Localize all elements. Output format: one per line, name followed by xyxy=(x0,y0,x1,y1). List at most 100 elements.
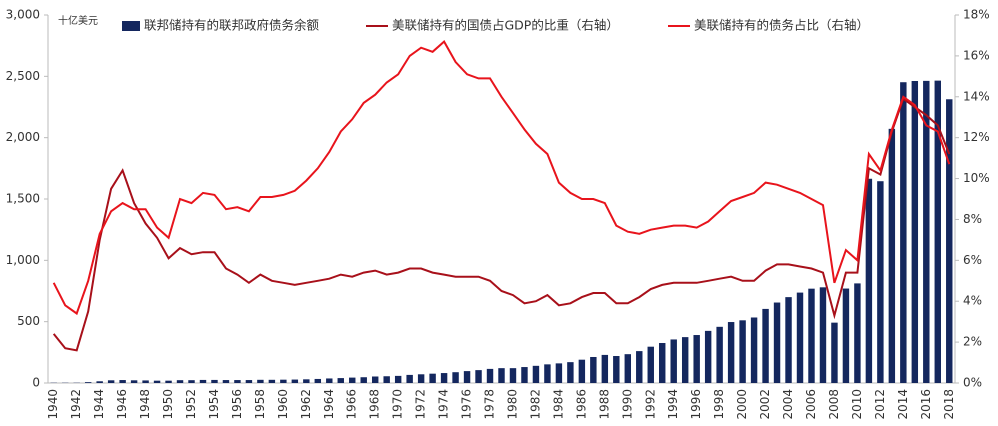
bar xyxy=(107,380,115,383)
bar xyxy=(567,362,574,383)
x-tick-label: 1978 xyxy=(483,389,497,420)
bar xyxy=(613,356,620,383)
y2-tick-label: 16% xyxy=(963,48,990,62)
y2-tick-label: 18% xyxy=(963,8,990,22)
y2-tick-label: 2% xyxy=(963,335,982,349)
bar xyxy=(773,302,781,383)
bar xyxy=(934,80,941,384)
bar xyxy=(498,368,505,383)
bar xyxy=(326,378,333,383)
bar xyxy=(211,379,218,383)
bar xyxy=(486,368,494,383)
y2-tick-label: 0% xyxy=(963,376,982,390)
x-tick-label: 2008 xyxy=(827,389,841,420)
bar xyxy=(199,379,207,383)
bar xyxy=(268,379,276,383)
bar xyxy=(796,292,804,383)
bar xyxy=(727,322,735,383)
x-tick-label: 1946 xyxy=(115,389,129,420)
bar xyxy=(383,376,390,383)
bar xyxy=(417,374,425,383)
bar xyxy=(429,373,436,383)
y-tick-label: 1,000 xyxy=(6,253,40,267)
y-tick-label: 0 xyxy=(32,376,40,390)
x-tick-label: 1986 xyxy=(574,389,588,420)
y2-tick-label: 14% xyxy=(963,89,990,103)
bar xyxy=(349,377,356,383)
y-unit-label: 十亿美元 xyxy=(58,14,98,27)
x-tick-label: 1974 xyxy=(437,389,451,420)
bar xyxy=(601,354,609,383)
bar xyxy=(337,378,344,383)
bar xyxy=(900,82,907,383)
x-tick-label: 1944 xyxy=(92,389,106,420)
y-tick-label: 3,000 xyxy=(6,8,40,22)
x-tick-label: 1960 xyxy=(276,389,290,420)
bar xyxy=(222,380,230,383)
bar xyxy=(176,380,184,383)
bar xyxy=(234,380,241,383)
bar xyxy=(877,181,884,383)
bar xyxy=(475,370,482,383)
x-tick-label: 2010 xyxy=(850,389,864,420)
bar xyxy=(245,380,253,383)
x-tick-label: 1954 xyxy=(207,389,221,420)
x-tick-label: 1980 xyxy=(505,389,519,420)
bar xyxy=(555,363,563,383)
y-tick-label: 2,000 xyxy=(6,130,40,144)
legend-label: 美联储持有的债务占比（右轴） xyxy=(694,18,869,33)
bar xyxy=(165,380,172,383)
bar xyxy=(911,80,919,384)
x-tick-label: 1998 xyxy=(712,389,726,420)
bar xyxy=(647,346,654,383)
bar xyxy=(532,365,540,383)
line xyxy=(52,40,951,316)
x-tick-label: 1958 xyxy=(253,389,267,420)
bar xyxy=(303,379,310,383)
bar xyxy=(865,178,873,383)
x-tick-label: 1992 xyxy=(643,389,657,420)
x-tick-label: 1948 xyxy=(138,389,152,420)
bar xyxy=(521,367,528,383)
y2-tick-label: 10% xyxy=(963,171,990,185)
y2-tick-label: 4% xyxy=(963,294,982,308)
y2-tick-label: 12% xyxy=(963,130,990,144)
x-tick-label: 1966 xyxy=(345,389,359,420)
bar xyxy=(440,373,448,383)
x-tick-label: 1956 xyxy=(230,389,244,420)
bar xyxy=(130,380,138,383)
bar xyxy=(314,378,322,383)
y-tick-label: 1,500 xyxy=(6,192,40,206)
y2-tick-label: 6% xyxy=(963,253,982,267)
legend-label: 联邦储持有的联邦政府债务余额 xyxy=(144,18,320,33)
x-tick-label: 2018 xyxy=(942,389,956,420)
bar xyxy=(681,337,689,383)
bar xyxy=(923,80,930,383)
bar xyxy=(291,379,299,383)
bar xyxy=(750,317,758,383)
x-tick-label: 1962 xyxy=(299,389,313,420)
bar xyxy=(636,351,643,383)
x-tick-label: 1994 xyxy=(666,389,680,420)
legend-swatch xyxy=(122,21,140,31)
bar xyxy=(119,380,126,383)
y-tick-label: 2,500 xyxy=(6,69,40,83)
bar xyxy=(463,371,471,383)
bar xyxy=(371,376,379,383)
x-tick-label: 1968 xyxy=(368,389,382,420)
x-tick-label: 1972 xyxy=(414,389,428,420)
bar xyxy=(659,343,666,383)
x-tick-label: 1984 xyxy=(551,389,565,420)
bar xyxy=(704,330,712,383)
bar xyxy=(257,379,264,383)
x-tick-label: 2016 xyxy=(919,389,933,420)
y2-tick-label: 8% xyxy=(963,212,982,226)
bar xyxy=(96,381,103,383)
bar xyxy=(578,359,586,383)
x-tick-label: 1990 xyxy=(620,389,634,420)
bar xyxy=(854,283,861,383)
bar xyxy=(360,377,367,383)
bar xyxy=(819,287,827,383)
